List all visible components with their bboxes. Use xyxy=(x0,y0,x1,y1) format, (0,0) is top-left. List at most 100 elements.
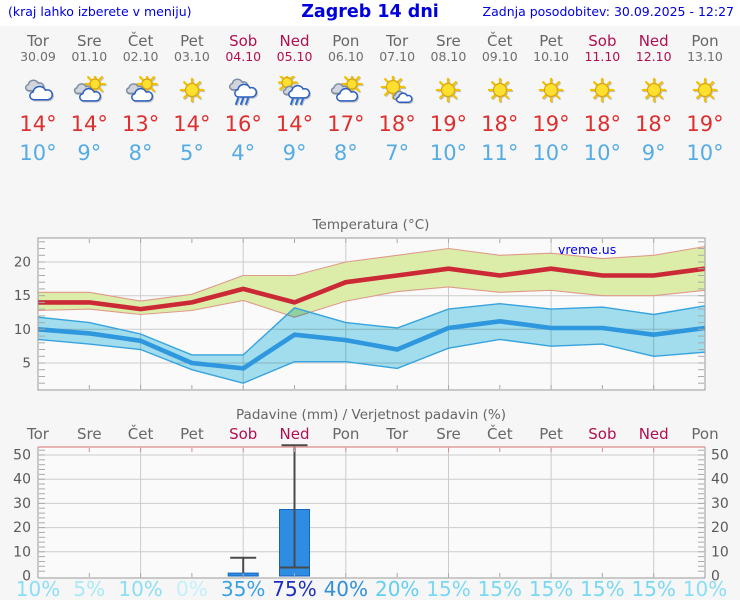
day-min-temp: 9° xyxy=(282,141,307,165)
precip-day-label: Pon xyxy=(691,425,718,443)
day-max-temp: 14° xyxy=(275,112,314,136)
precip-day-label: Sre xyxy=(77,425,102,443)
plot-border xyxy=(37,237,706,391)
day-date: 06.10 xyxy=(327,49,364,64)
svg-text:5: 5 xyxy=(22,356,31,372)
precip-day-label: Čet xyxy=(128,424,154,443)
axis-ticks xyxy=(39,449,704,577)
day-date: 08.10 xyxy=(430,49,467,64)
svg-text:30: 30 xyxy=(711,496,729,512)
temperature-chart: 5 10 15 20 Temperatura (°C) vreme.us xyxy=(14,217,706,391)
day-date: 11.10 xyxy=(584,49,621,64)
vreme-watermark-link[interactable]: vreme.us xyxy=(558,242,616,257)
precip-day-label: Tor xyxy=(385,425,409,443)
sunny-icon xyxy=(590,77,615,103)
precip-probability: 5% xyxy=(73,577,105,600)
day-name: Ned xyxy=(638,32,669,50)
sunny-icon xyxy=(179,77,205,103)
day-max-temp: 16° xyxy=(224,112,262,136)
precip-probability: 10% xyxy=(16,577,60,600)
max-band-lower-edge xyxy=(37,286,706,318)
probability-labels: 10% 5% 10% 0% 35% 75% 40% 20% 15% 15% 15% 15% 15% 10% xyxy=(16,577,727,600)
precip-probability: 15% xyxy=(529,577,573,600)
y-axis-labels: 5 10 15 20 xyxy=(14,255,31,372)
precip-probability: 10% xyxy=(118,577,162,600)
day-date: 05.10 xyxy=(276,49,313,64)
day-date: 09.10 xyxy=(481,49,518,64)
day-max-temp: 18° xyxy=(481,112,519,136)
precip-probability: 40% xyxy=(324,577,368,600)
sun-rain-icon xyxy=(277,76,310,105)
svg-text:15: 15 xyxy=(14,288,31,304)
day-max-temp: 18° xyxy=(583,112,621,136)
precip-probability: 15% xyxy=(478,577,522,600)
mostly-sunny-icon xyxy=(380,76,413,103)
precip-day-label: Ned xyxy=(280,425,310,443)
day-date: 30.09 xyxy=(20,49,56,64)
svg-text:10: 10 xyxy=(14,322,31,338)
day-date: 12.10 xyxy=(635,49,672,64)
sunny-icon xyxy=(641,77,666,103)
svg-text:0: 0 xyxy=(711,569,720,585)
precip-probability: 20% xyxy=(375,577,419,600)
day-max-temp: 19° xyxy=(532,112,570,136)
day-min-temp: 10° xyxy=(429,141,468,165)
svg-text:50: 50 xyxy=(711,448,729,464)
plot-border xyxy=(37,447,706,579)
day-name: Sre xyxy=(436,32,461,50)
max-band-upper-edge xyxy=(38,245,706,302)
forecast-strip: Tor 30.09 14° 10° Sre 01.10 14° 9° Čet 02.10 13° 8°… xyxy=(0,32,740,212)
svg-text:40: 40 xyxy=(711,472,729,488)
day-max-temp: 19° xyxy=(429,112,468,136)
day-name: Pet xyxy=(539,32,563,50)
svg-text:50: 50 xyxy=(13,448,31,464)
day-min-temp: 5° xyxy=(179,141,204,165)
precip-day-label: Sob xyxy=(229,425,257,443)
day-min-temp: 10° xyxy=(19,141,57,165)
precip-day-label: Pet xyxy=(180,425,204,443)
sun-cloud-icon xyxy=(74,76,107,102)
day-name: Sob xyxy=(588,32,617,50)
day-date: 02.10 xyxy=(122,49,159,64)
y-axis-labels: 0 0 10 10 20 20 30 30 40 40 50 50 xyxy=(13,448,729,585)
day-min-temp: 8° xyxy=(333,141,358,165)
svg-text:40: 40 xyxy=(13,472,31,488)
day-min-temp: 11° xyxy=(481,141,519,165)
day-date: 03.10 xyxy=(174,49,210,64)
day-name: Pet xyxy=(180,32,204,50)
day-labels: Tor Sre Čet Pet Sob Ned Pon Tor Sre Čet Pet Sob Ned P… xyxy=(26,424,719,443)
day-min-temp: 8° xyxy=(128,141,153,165)
sunny-icon xyxy=(692,77,718,103)
day-max-temp: 13° xyxy=(121,112,160,136)
day-min-temp: 10° xyxy=(583,141,621,165)
day-date: 10.10 xyxy=(533,49,569,64)
last-updated: Zadnja posodobitev: 30.09.2025 - 12:27 xyxy=(482,4,734,19)
day-name: Pon xyxy=(691,32,719,50)
chart-title: Temperatura (°C) xyxy=(312,217,430,233)
rain-icon xyxy=(229,78,258,105)
day-name: Sre xyxy=(77,32,102,50)
precip-day-label: Ned xyxy=(639,425,669,443)
precip-probability: 10% xyxy=(683,577,727,600)
sunny-icon xyxy=(487,77,513,103)
precip-day-label: Pon xyxy=(332,425,359,443)
precip-probability: 15% xyxy=(426,577,470,600)
chart-title: Padavine (mm) / Verjetnost padavin (%) xyxy=(236,407,506,423)
day-date: 13.10 xyxy=(687,49,723,64)
min-band-lower-edge xyxy=(37,338,706,384)
gridlines xyxy=(38,447,705,578)
day-name: Tor xyxy=(27,32,49,50)
svg-text:20: 20 xyxy=(711,520,729,536)
day-name: Pon xyxy=(332,32,360,50)
precip-day-label: Čet xyxy=(487,424,513,443)
svg-text:10: 10 xyxy=(711,544,729,560)
precip-probability: 15% xyxy=(580,577,624,600)
sunny-icon xyxy=(436,77,461,103)
menu-hint-note: (kraj lahko izberete v meniju) xyxy=(8,4,192,19)
day-max-temp: 14° xyxy=(70,112,108,136)
min-band-upper-edge xyxy=(37,302,706,356)
day-date: 04.10 xyxy=(225,49,262,64)
precip-probability: 0% xyxy=(176,577,208,600)
day-name: Čet xyxy=(127,32,154,50)
